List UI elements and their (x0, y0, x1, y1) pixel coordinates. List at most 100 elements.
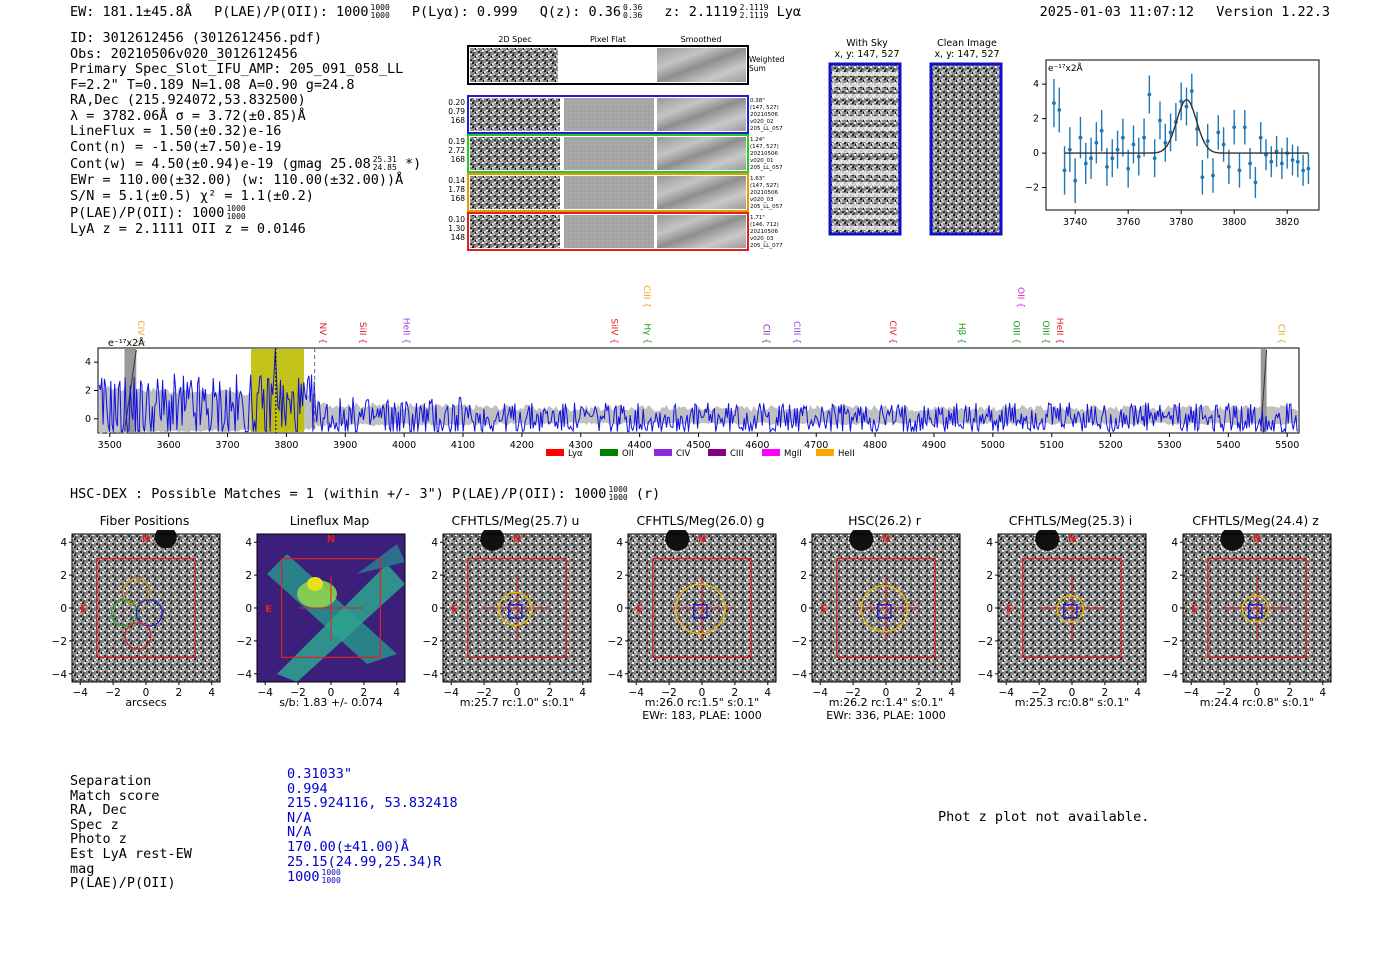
fit-xtick-label: 3760 (1116, 217, 1140, 228)
spec2d-row-note: 1.24" (750, 137, 765, 143)
cutout-panel-u: CFHTLS/Meg(25.7) u N E −4 −4 −2 −2 0 0 2 2 4 4 m:25.7… (413, 510, 613, 725)
spectrum-xtick-label: 4800 (863, 440, 887, 451)
line-marker-label: OIII { (1040, 320, 1050, 344)
fit-data-point (1163, 140, 1168, 145)
cutout-ytick-label: 0 (616, 603, 623, 615)
fit-data-point (1269, 159, 1274, 164)
header-plya: P(Lyα): 0.999 (411, 4, 518, 20)
fit-data-point (1295, 159, 1300, 164)
legend-swatch (816, 449, 834, 456)
fit-data-point (1200, 175, 1205, 180)
spectrum-ytick-label: 2 (85, 386, 91, 397)
fiber-circle (135, 599, 163, 627)
spec2d-row-note: 20210506 (750, 112, 778, 118)
sky-line-stripe (832, 160, 898, 164)
cutout-xtick-label: 0 (883, 687, 890, 699)
cutout-ytick-label: −2 (608, 636, 623, 648)
photz-message: Phot z plot not available. (938, 809, 1150, 825)
east-label: E (1191, 604, 1198, 615)
line-marker-label: HeII { (1054, 318, 1064, 344)
fiber-circle (122, 577, 150, 606)
cutout-ytick-label: −2 (1163, 636, 1178, 648)
val-match-score: 0.994 (287, 780, 328, 797)
catalog-aperture (498, 591, 533, 626)
catalog-match-marker (877, 604, 892, 619)
spec2d-row-2dspec (470, 137, 560, 170)
line-marker-label: NV { (317, 323, 327, 344)
bright-source-aperture (847, 530, 875, 553)
spectrum-xtick-label: 4200 (510, 440, 534, 451)
spectrum-xtick-label: 5300 (1157, 440, 1181, 451)
north-label: N (1068, 534, 1076, 545)
legend-swatch (708, 449, 726, 456)
fit-data-point (1105, 164, 1109, 169)
cutout-ytick-label: −2 (52, 636, 67, 648)
cutout-xtick-label: 4 (393, 687, 400, 699)
cutout-xtick-label: −2 (845, 687, 860, 699)
catalog-match-marker (1063, 604, 1078, 619)
weighted-2dspec (470, 48, 558, 82)
info-radec: RA,Dec (215.924072,53.832500) (70, 92, 306, 108)
north-label: N (142, 534, 150, 545)
cutout-title: Lineflux Map (289, 513, 370, 528)
spec2d-row-note: 205_LL_057 (750, 126, 783, 132)
cutout-subtitle: m:26.0 rc:1.5" s:0.1" (644, 696, 760, 709)
spec2d-panel: 2D Spec Pixel Flat Smoothed Weighted Sum… (448, 35, 785, 251)
spec2d-row-value: 1.30 (448, 224, 465, 233)
fit-data-point (1258, 135, 1263, 140)
search-box (652, 558, 752, 658)
spec2d-row-value: 1.78 (448, 185, 465, 194)
key-restew: Est LyA rest-EW (70, 845, 192, 862)
spec2d-row-note: 0.38" (750, 98, 765, 104)
cutout-panel-i: CFHTLS/Meg(25.3) i N E −4 −4 −2 −2 0 0 2 2 4 4 m:25.3… (968, 510, 1168, 725)
bright-source (665, 530, 690, 551)
key-match-score: Match score (70, 787, 160, 804)
fit-data-point (1189, 89, 1194, 93)
cutout-ytick-label: 2 (1171, 570, 1178, 582)
info-lya-z: LyA z = 2.1111 OII z = 0.0146 (70, 221, 306, 237)
fit-xtick-label: 3740 (1063, 217, 1087, 228)
matches-heading: HSC-DEX : Possible Matches = 1 (within +… (70, 485, 661, 503)
north-label: N (327, 534, 335, 545)
fit-data-point (1168, 130, 1173, 135)
cutout-ytick-label: −2 (978, 636, 993, 648)
detection-info: ID: 3012612456 (3012612456.pdf) Obs: 202… (70, 30, 450, 238)
east-label: E (820, 604, 827, 615)
search-box (96, 558, 196, 658)
fit-data-point (1216, 130, 1221, 135)
legend-swatch (654, 449, 672, 456)
spec2d-row-flat (564, 137, 654, 170)
line-marker-label: CIII { (641, 285, 651, 308)
bright-source (1220, 530, 1245, 551)
cutout-ytick-label: 4 (800, 537, 807, 549)
fit-data-point (1226, 164, 1231, 169)
legend-label: Lyα (568, 449, 583, 459)
spec2d-col-smoothed: Smoothed (681, 35, 722, 44)
val-restew: 170.00(±41.00)Å (287, 838, 409, 855)
line-marker-label: Hγ { (641, 323, 651, 344)
cutout-subtitle: m:25.3 rc:0.8" s:0.1" (1014, 696, 1130, 709)
cutout-xtick-label: −4 (998, 687, 1014, 699)
spec2d-row-flat (564, 215, 654, 248)
line-marker-label: Hβ { (956, 323, 966, 344)
cutout-ytick-label: 4 (60, 537, 67, 549)
spectrum-xtick-label: 4600 (745, 440, 769, 451)
bright-source-aperture (663, 530, 691, 553)
spec2d-row-note: (147, 527) (750, 105, 779, 111)
cutout-xtick-label: 2 (361, 687, 368, 699)
cutout-ytick-label: 2 (60, 570, 67, 582)
bright-source (480, 530, 505, 551)
sky-line-stripe (832, 72, 898, 76)
spec2d-row-smoothed (657, 215, 746, 248)
spectrum-xtick-label: 5500 (1275, 440, 1299, 451)
spectrum-xtick-label: 5400 (1216, 440, 1240, 451)
val-specz: N/A (287, 809, 312, 826)
spec2d-row-value: 2.72 (448, 146, 465, 155)
spec2d-row-note: (146, 712) (750, 222, 779, 228)
spectrum-xtick-label: 3900 (333, 440, 357, 451)
fit-data-point (1301, 168, 1305, 173)
search-box (467, 558, 567, 658)
cutout-ytick-label: 0 (60, 603, 67, 615)
spec2d-row-note: 20210506 (750, 190, 778, 196)
fit-xtick-label: 3800 (1222, 217, 1246, 228)
